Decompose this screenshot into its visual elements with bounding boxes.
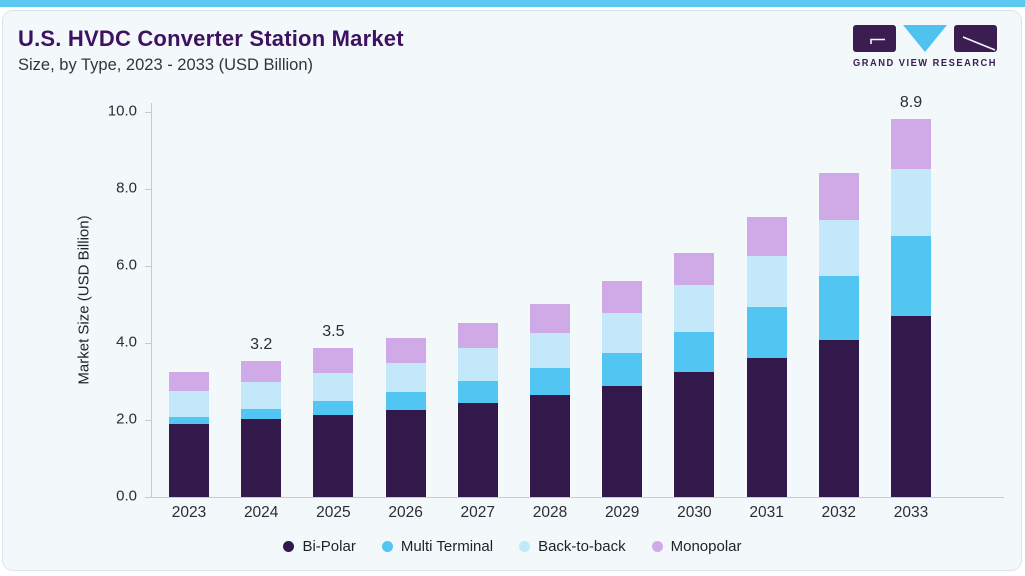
x-axis-label: 2029 [604, 504, 640, 521]
legend-item-back-to-back: Back-to-back [519, 538, 626, 555]
legend-swatch-back-to-back [519, 541, 531, 552]
bar-segment-back-to-back [602, 312, 643, 354]
bar-segment-multi-terminal [602, 353, 643, 386]
x-axis-label: 2028 [532, 504, 568, 521]
bar-segment-back-to-back [746, 256, 787, 307]
bar-segment-monopolar [530, 304, 570, 333]
y-axis-title: Market Size (USD Billion) [75, 215, 93, 385]
bar-segment-back-to-back [313, 373, 354, 401]
bar-segment-monopolar [602, 281, 643, 313]
x-axis-label: 2031 [749, 504, 784, 521]
x-axis-label: 2027 [460, 504, 496, 521]
bar-segment-multi-terminal [241, 408, 282, 419]
bar-segment-multi-terminal [674, 332, 715, 373]
legend-item-bi-polar: Bi-Polar [283, 538, 356, 555]
bar-segment-bi-polar [530, 395, 570, 497]
bar-segment-monopolar [457, 322, 498, 348]
y-tick-mark [145, 266, 151, 267]
top-accent-bar [0, 0, 1025, 7]
bar-segment-bi-polar [313, 414, 354, 497]
y-tick-label: 6.0 [116, 256, 137, 274]
logo-r-mark [962, 36, 996, 51]
bar-segment-back-to-back [241, 382, 282, 409]
bar-segment-back-to-back [818, 220, 859, 276]
logo-g-mark [870, 38, 885, 44]
bar-segment-bi-polar [891, 315, 931, 497]
logo-triangle-icon [903, 25, 947, 52]
chart-card [2, 10, 1022, 571]
y-tick-mark [145, 497, 151, 498]
bar-segment-monopolar [818, 173, 859, 221]
bar-segment-back-to-back [891, 169, 931, 237]
bar-value-label: 3.5 [322, 323, 345, 341]
bar-segment-bi-polar [602, 385, 643, 497]
legend-label: Back-to-back [538, 538, 626, 555]
bar-segment-monopolar [674, 252, 715, 285]
legend-swatch-monopolar [651, 541, 663, 552]
page-subtitle: Size, by Type, 2023 - 2033 (USD Billion) [18, 56, 314, 74]
x-axis-label: 2025 [316, 504, 351, 521]
x-axis-label: 2026 [388, 504, 423, 521]
chart-legend: Bi-Polar Multi Terminal Back-to-back Monopo… [0, 538, 1025, 555]
bar-segment-monopolar [313, 348, 354, 374]
bar-segment-monopolar [169, 371, 209, 391]
y-tick-mark [145, 420, 151, 421]
x-axis-label: 2030 [677, 504, 712, 521]
bar-segment-multi-terminal [818, 276, 859, 341]
legend-label: Bi-Polar [302, 538, 356, 555]
page-title: U.S. HVDC Converter Station Market [18, 26, 404, 51]
legend-swatch-multi-terminal [381, 541, 393, 552]
y-tick-label: 0.0 [116, 487, 137, 505]
bar-segment-bi-polar [169, 424, 209, 497]
bar-segment-back-to-back [530, 332, 570, 369]
legend-label: Monopolar [670, 538, 742, 555]
bar-segment-bi-polar [818, 340, 859, 497]
logo-left-block [853, 25, 896, 52]
x-axis-label: 2023 [171, 504, 207, 521]
bar-segment-multi-terminal [313, 400, 354, 415]
x-axis-label: 2024 [243, 504, 279, 521]
bar-segment-back-to-back [385, 362, 426, 392]
bar-segment-monopolar [891, 118, 931, 170]
bar-segment-monopolar [385, 337, 426, 363]
y-tick-label: 8.0 [116, 179, 137, 197]
bar-segment-monopolar [241, 361, 282, 383]
bar-segment-back-to-back [457, 347, 498, 382]
bar-segment-bi-polar [385, 409, 426, 497]
x-axis-label: 2032 [821, 504, 857, 521]
bar-segment-multi-terminal [746, 306, 787, 359]
legend-item-multi-terminal: Multi Terminal [381, 538, 494, 555]
y-tick-label: 10.0 [107, 102, 137, 120]
bar-segment-multi-terminal [385, 392, 426, 410]
y-tick-label: 2.0 [116, 410, 137, 428]
bar-segment-back-to-back [674, 284, 715, 333]
bar-value-label: 3.2 [250, 336, 273, 353]
bar-segment-bi-polar [241, 418, 282, 497]
legend-swatch-bi-polar [283, 541, 295, 552]
bar-segment-back-to-back [169, 390, 209, 417]
bar-value-label: 8.9 [899, 93, 923, 111]
bar-segment-multi-terminal [169, 416, 209, 425]
legend-item-monopolar: Monopolar [651, 538, 742, 555]
y-tick-mark [145, 112, 151, 113]
gvr-logo-graphic: GRAND VIEW RESEARCH [853, 25, 997, 69]
y-tick-label: 4.0 [116, 333, 137, 351]
bar-segment-bi-polar [746, 358, 787, 497]
y-tick-mark [145, 189, 151, 190]
y-axis-line [151, 103, 152, 497]
bar-segment-multi-terminal [891, 236, 931, 316]
y-tick-mark [145, 343, 151, 344]
bar-segment-bi-polar [457, 402, 498, 497]
x-axis-label: 2033 [893, 504, 929, 521]
x-axis-line [145, 497, 1004, 498]
bar-segment-monopolar [746, 217, 787, 257]
logo-wordmark: GRAND VIEW RESEARCH [853, 58, 997, 69]
bar-segment-bi-polar [674, 372, 715, 497]
bar-segment-multi-terminal [457, 381, 498, 403]
logo-right-block [954, 25, 997, 52]
grand-view-research-logo: GRAND VIEW RESEARCH [853, 25, 999, 74]
bar-segment-multi-terminal [530, 368, 570, 395]
legend-label: Multi Terminal [400, 538, 494, 555]
